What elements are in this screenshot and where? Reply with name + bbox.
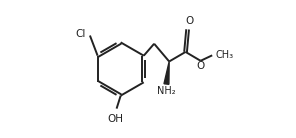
Text: CH₃: CH₃ <box>215 50 234 60</box>
Polygon shape <box>164 62 169 84</box>
Text: OH: OH <box>107 114 123 124</box>
Text: O: O <box>197 62 205 71</box>
Text: Cl: Cl <box>75 29 86 39</box>
Text: NH₂: NH₂ <box>157 86 176 96</box>
Text: O: O <box>185 16 193 26</box>
